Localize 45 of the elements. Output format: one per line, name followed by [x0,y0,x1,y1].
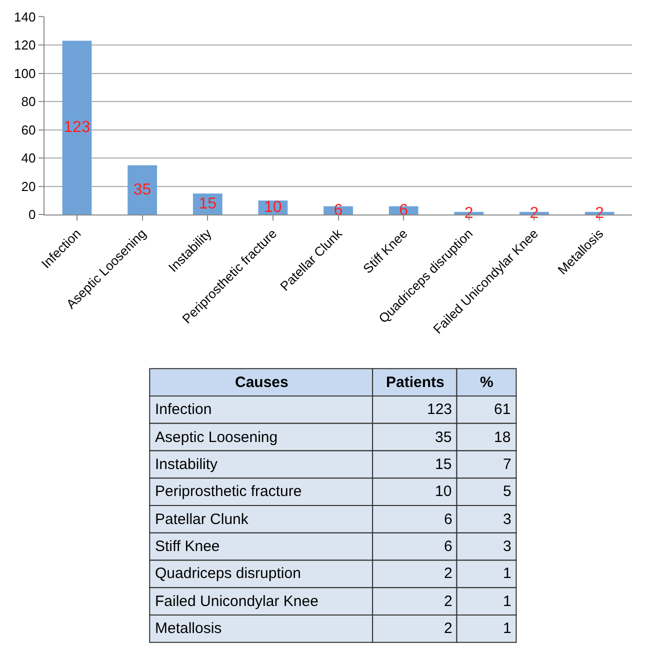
text: Causes [235,374,288,391]
data-label: 2 [444,593,452,610]
data-label: 6 [444,511,452,528]
y-tick-label: 60 [21,122,36,138]
data-label: 6 [444,538,452,555]
category-label: Patellar Clunk [155,511,249,528]
category-label: Stiff Knee [155,538,220,555]
data-label: 5 [503,483,512,500]
category-label: Metallosis [155,620,222,637]
data-label: 15 [198,196,217,213]
data-label: 35 [435,429,452,446]
data-label: 18 [494,429,511,446]
y-tick-label: 140 [14,9,36,24]
data-label: 1 [503,593,512,610]
data-label: 6 [334,202,343,219]
y-tick-label: 100 [14,66,36,81]
y-tick-label: 20 [21,178,36,194]
series-label: Patients [386,374,444,391]
data-label: 123 [64,119,90,136]
data-label: 61 [494,401,511,418]
category-label: Quadriceps disruption [155,565,301,582]
data-label: 1 [503,620,512,637]
data-label: 123 [427,401,452,418]
data-label: 10 [264,199,282,216]
y-tick-label: 40 [21,150,36,166]
category-label: Instability [155,456,218,473]
bar [62,40,92,215]
category-label: Failed Unicondylar Knee [155,593,318,610]
data-label: 2 [444,565,452,582]
data-label: 1 [503,565,512,582]
y-tick-label: 120 [14,38,36,53]
series-label: % [480,374,494,391]
data-label: 3 [503,538,512,555]
y-tick-label: 0 [28,207,36,222]
y-tick-label: 80 [21,94,36,110]
data-label: 35 [133,181,152,198]
category-label: Periprosthetic fracture [155,483,302,500]
bar [128,165,158,215]
data-label: 7 [503,456,512,473]
data-label: 15 [435,456,452,473]
category-label: Aseptic Loosening [155,429,278,446]
data-label: 2 [444,620,452,637]
data-label: 3 [503,511,512,528]
data-label: 10 [435,483,452,500]
category-label: Infection [155,401,212,418]
